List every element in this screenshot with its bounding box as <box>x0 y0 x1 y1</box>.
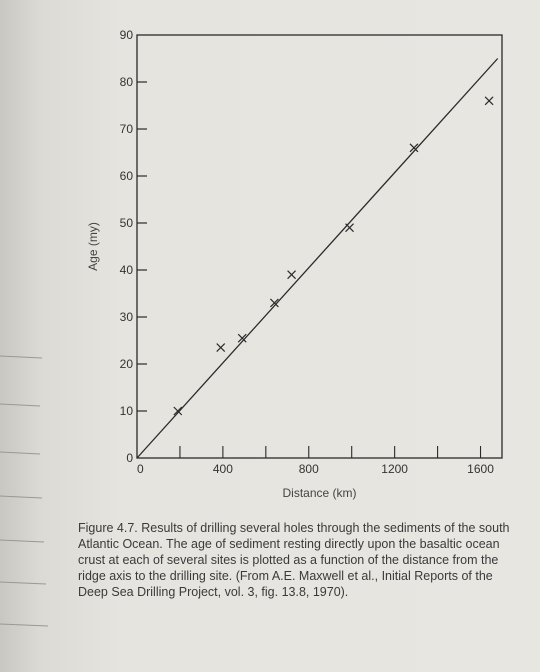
plot-frame <box>136 34 503 459</box>
data-point <box>216 343 226 352</box>
x-tick-label: 1200 <box>381 462 408 476</box>
x-axis: 0 400 800 1200 1600 <box>137 446 494 476</box>
x-tick-label: 1600 <box>467 462 494 476</box>
data-point <box>173 406 183 416</box>
figure-caption: Figure 4.7. Results of drilling several … <box>78 520 518 600</box>
y-tick-label: 70 <box>120 122 134 136</box>
y-tick-label: 20 <box>120 357 134 371</box>
x-tick-label: 800 <box>299 462 319 476</box>
data-point <box>287 270 297 280</box>
data-point <box>345 223 354 233</box>
x-tick-label: 0 <box>137 462 144 476</box>
y-tick-label: 40 <box>120 263 134 277</box>
figure-caption-text: Results of drilling several holes throug… <box>78 521 510 599</box>
x-tick-label: 400 <box>213 462 233 476</box>
data-points <box>173 96 494 416</box>
y-axis-title: Age (my) <box>86 222 100 271</box>
y-axis: 0 10 20 30 40 50 60 70 80 90 <box>120 28 147 465</box>
figure-caption-label: Figure 4.7. <box>78 521 138 535</box>
fit-line <box>136 58 499 459</box>
age-distance-chart: 0 10 20 30 40 50 60 70 80 90 0 400 800 1200 1600 Dist… <box>86 28 503 500</box>
y-tick-label: 90 <box>120 28 134 42</box>
y-tick-label: 10 <box>120 404 134 418</box>
y-tick-label: 30 <box>120 310 134 324</box>
data-point <box>484 96 494 106</box>
y-tick-label: 80 <box>120 75 134 89</box>
x-axis-title: Distance (km) <box>282 486 356 500</box>
page-margin-rules <box>0 355 49 627</box>
y-tick-label: 0 <box>126 451 133 465</box>
data-point <box>237 333 247 343</box>
data-point <box>409 143 419 153</box>
data-point <box>269 298 279 308</box>
y-tick-label: 60 <box>120 169 134 183</box>
y-tick-label: 50 <box>120 216 134 230</box>
